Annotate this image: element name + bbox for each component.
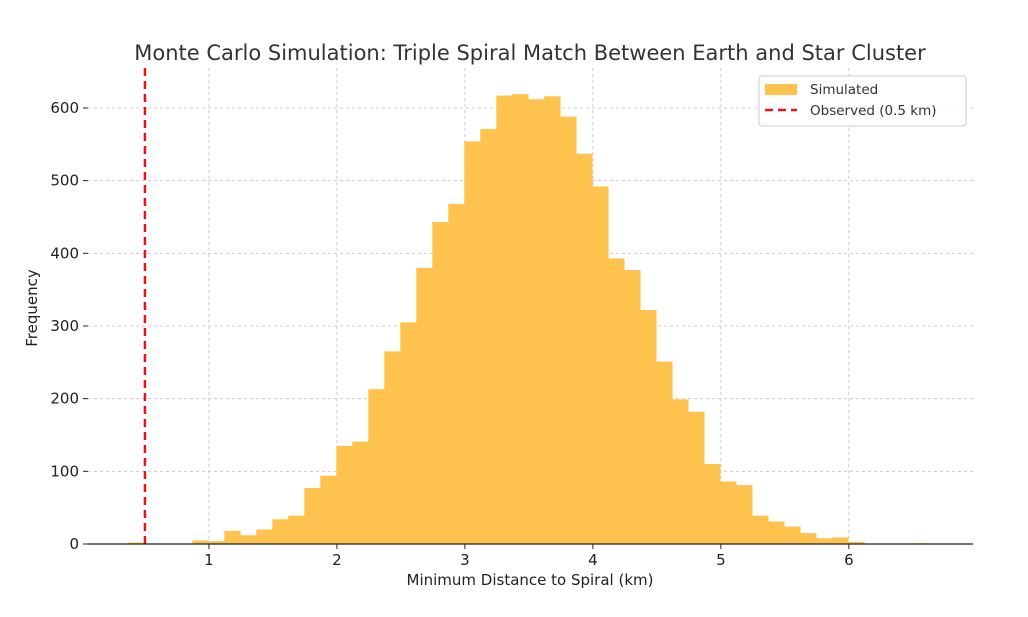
histogram-bar bbox=[464, 141, 481, 544]
histogram-bar bbox=[240, 535, 257, 544]
y-axis-label: Frequency bbox=[23, 269, 41, 347]
histogram-bar bbox=[688, 411, 705, 544]
x-tick-label: 3 bbox=[460, 551, 470, 569]
histogram-bar bbox=[528, 99, 545, 545]
x-tick-label: 5 bbox=[716, 551, 726, 569]
histogram-bar bbox=[704, 464, 721, 544]
y-tick-label: 300 bbox=[50, 317, 79, 335]
histogram-bar bbox=[480, 129, 497, 544]
histogram-bar bbox=[496, 95, 513, 544]
histogram-bar bbox=[800, 533, 817, 544]
histogram-bar bbox=[784, 526, 801, 544]
histogram-bar bbox=[560, 116, 577, 545]
histogram-bar bbox=[256, 529, 273, 544]
y-tick-label: 0 bbox=[69, 535, 79, 553]
histogram-bar bbox=[128, 542, 145, 544]
legend-label-observed: Observed (0.5 km) bbox=[810, 103, 937, 119]
histogram-bar bbox=[448, 203, 465, 544]
legend: Simulated Observed (0.5 km) bbox=[758, 75, 967, 127]
histogram-bar bbox=[736, 485, 753, 544]
histogram-bar bbox=[592, 186, 609, 544]
histogram-bar bbox=[288, 515, 305, 544]
x-tick-label: 6 bbox=[844, 551, 854, 569]
histogram-bar bbox=[608, 258, 625, 544]
histogram-bar bbox=[656, 361, 673, 544]
histogram-bar bbox=[672, 399, 689, 544]
histogram-bar bbox=[320, 475, 337, 544]
x-tick-label: 1 bbox=[204, 551, 214, 569]
histogram-bar bbox=[368, 389, 385, 544]
histogram-bar bbox=[576, 153, 593, 544]
y-tick-label: 400 bbox=[50, 244, 79, 262]
histogram-bar bbox=[400, 322, 417, 544]
x-tick-label: 2 bbox=[332, 551, 342, 569]
histogram-bar bbox=[720, 481, 737, 544]
histogram-bar bbox=[848, 541, 865, 544]
histogram-bar bbox=[224, 530, 241, 544]
histogram-bar bbox=[752, 515, 769, 544]
x-tick-label: 4 bbox=[588, 551, 598, 569]
axes: 1 2 3 4 5 6 0 100 200 300 400 500 600 bbox=[50, 99, 973, 569]
histogram-bar bbox=[336, 445, 353, 544]
histogram-bar bbox=[832, 537, 849, 544]
x-axis-label: Minimum Distance to Spiral (km) bbox=[407, 571, 654, 589]
y-tick-label: 200 bbox=[50, 390, 79, 408]
histogram-bar bbox=[416, 267, 433, 544]
histogram-bar bbox=[624, 270, 641, 544]
histogram-bar bbox=[544, 96, 561, 545]
histogram-bar bbox=[192, 540, 209, 544]
histogram-bar bbox=[304, 488, 321, 544]
histogram-bar bbox=[816, 538, 833, 544]
legend-box bbox=[758, 75, 967, 127]
y-tick-label: 500 bbox=[50, 172, 79, 190]
chart-title: Monte Carlo Simulation: Triple Spiral Ma… bbox=[134, 41, 926, 65]
histogram-bar bbox=[432, 222, 449, 544]
histogram-bar bbox=[640, 309, 657, 544]
histogram-bar bbox=[208, 541, 225, 544]
histogram-bar bbox=[768, 521, 785, 544]
histogram-bar bbox=[384, 351, 401, 544]
histogram-bar bbox=[512, 94, 529, 544]
histogram-bar bbox=[272, 519, 289, 544]
bars bbox=[128, 94, 929, 545]
legend-swatch-simulated bbox=[765, 84, 797, 95]
y-tick-label: 600 bbox=[50, 99, 79, 117]
legend-label-simulated: Simulated bbox=[810, 82, 878, 98]
y-tick-label: 100 bbox=[50, 462, 79, 480]
histogram-bar bbox=[352, 441, 369, 544]
